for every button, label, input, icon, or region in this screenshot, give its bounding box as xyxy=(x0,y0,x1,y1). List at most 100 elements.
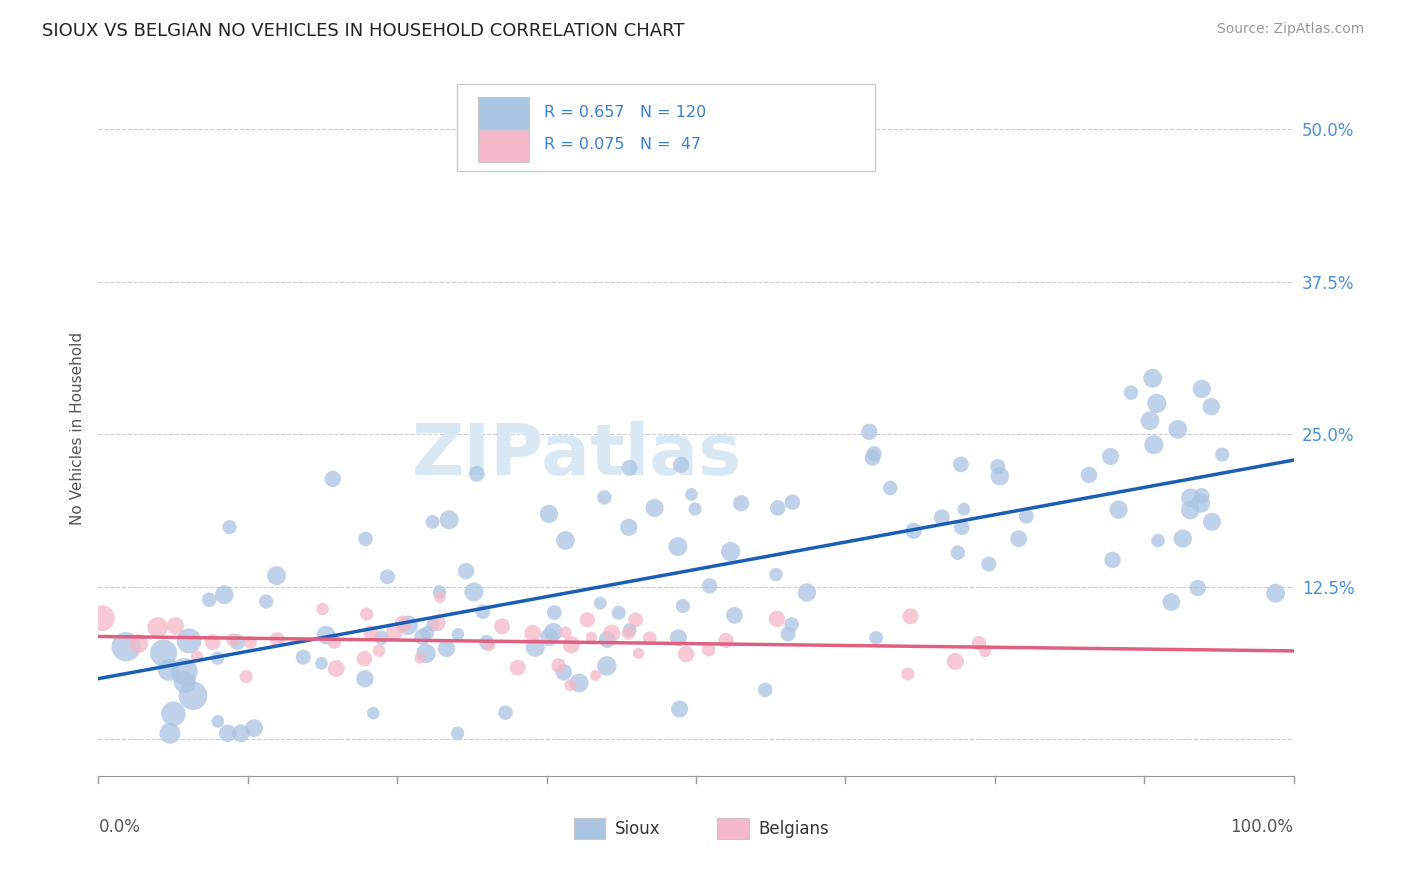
Point xyxy=(437,513,460,527)
Point xyxy=(181,689,204,703)
FancyBboxPatch shape xyxy=(457,84,876,170)
Point xyxy=(173,675,195,690)
Point xyxy=(1167,422,1189,436)
Point xyxy=(619,460,641,475)
FancyBboxPatch shape xyxy=(717,819,748,838)
Point xyxy=(165,619,187,633)
Text: R = 0.075   N =  47: R = 0.075 N = 47 xyxy=(544,137,702,153)
Point xyxy=(1180,491,1202,505)
Point xyxy=(266,568,288,582)
Point xyxy=(553,665,575,680)
Point xyxy=(90,611,112,625)
Point xyxy=(766,500,789,515)
FancyBboxPatch shape xyxy=(574,819,605,838)
Point xyxy=(446,726,468,740)
Point xyxy=(506,661,529,675)
Point xyxy=(1108,502,1130,516)
Point xyxy=(627,646,650,660)
Point xyxy=(619,623,641,637)
Point xyxy=(931,510,953,524)
Text: Sioux: Sioux xyxy=(614,820,661,838)
Point xyxy=(396,618,419,632)
Point xyxy=(607,606,630,620)
Point xyxy=(672,599,695,613)
Point xyxy=(720,544,742,558)
Point xyxy=(593,491,616,505)
Point xyxy=(356,607,378,621)
Point xyxy=(323,635,346,649)
Point xyxy=(697,642,720,657)
Point xyxy=(554,625,576,640)
Point xyxy=(360,625,382,640)
Point xyxy=(596,632,619,647)
Point xyxy=(782,495,804,509)
Point xyxy=(207,651,229,665)
Point xyxy=(1101,553,1123,567)
Point xyxy=(162,706,184,721)
Point xyxy=(447,627,470,641)
Point xyxy=(900,609,922,624)
Point xyxy=(543,606,565,620)
Point xyxy=(765,567,787,582)
Point xyxy=(177,633,200,648)
Point xyxy=(173,665,195,679)
Point xyxy=(644,500,666,515)
Point xyxy=(1211,448,1233,462)
Point xyxy=(243,721,266,735)
Point xyxy=(315,628,337,642)
Point xyxy=(974,644,997,658)
Point xyxy=(560,678,582,692)
Point xyxy=(1199,400,1222,414)
Point xyxy=(186,649,208,664)
Point xyxy=(409,651,432,665)
Point xyxy=(478,639,501,653)
Point xyxy=(1142,371,1164,385)
Point xyxy=(766,612,789,626)
Point xyxy=(266,632,288,647)
Point xyxy=(730,496,752,510)
Point xyxy=(235,670,257,684)
Point xyxy=(254,594,277,608)
Point xyxy=(949,458,972,472)
Point xyxy=(475,635,498,649)
Point xyxy=(862,450,884,465)
Point xyxy=(201,635,224,649)
Point xyxy=(198,592,221,607)
Point xyxy=(416,626,439,640)
Point xyxy=(543,624,565,639)
Point xyxy=(863,447,886,461)
Point xyxy=(681,487,703,501)
Point xyxy=(967,636,990,650)
Point xyxy=(560,638,582,652)
Point xyxy=(568,676,591,690)
Point xyxy=(897,667,920,681)
Point xyxy=(325,662,347,676)
Point xyxy=(668,702,690,716)
Point xyxy=(780,617,803,632)
Point xyxy=(950,520,973,534)
Point xyxy=(537,507,560,521)
Y-axis label: No Vehicles in Household: No Vehicles in Household xyxy=(69,332,84,524)
Point xyxy=(858,425,880,439)
Point xyxy=(239,635,262,649)
Point xyxy=(624,613,647,627)
Point xyxy=(946,546,969,560)
Point xyxy=(596,659,619,673)
Point xyxy=(581,630,603,644)
Point xyxy=(522,626,544,640)
Point xyxy=(754,683,776,698)
Text: ZIPatlas: ZIPatlas xyxy=(412,422,741,491)
Point xyxy=(1015,509,1038,524)
Point xyxy=(1147,533,1170,548)
Point xyxy=(152,646,174,660)
Point xyxy=(218,520,240,534)
Point xyxy=(491,619,513,633)
Point xyxy=(699,579,721,593)
FancyBboxPatch shape xyxy=(478,129,529,161)
Point xyxy=(377,570,399,584)
Point xyxy=(415,647,437,661)
Point xyxy=(384,624,406,639)
Point xyxy=(987,459,1010,474)
Point xyxy=(723,608,745,623)
Point xyxy=(422,515,444,529)
